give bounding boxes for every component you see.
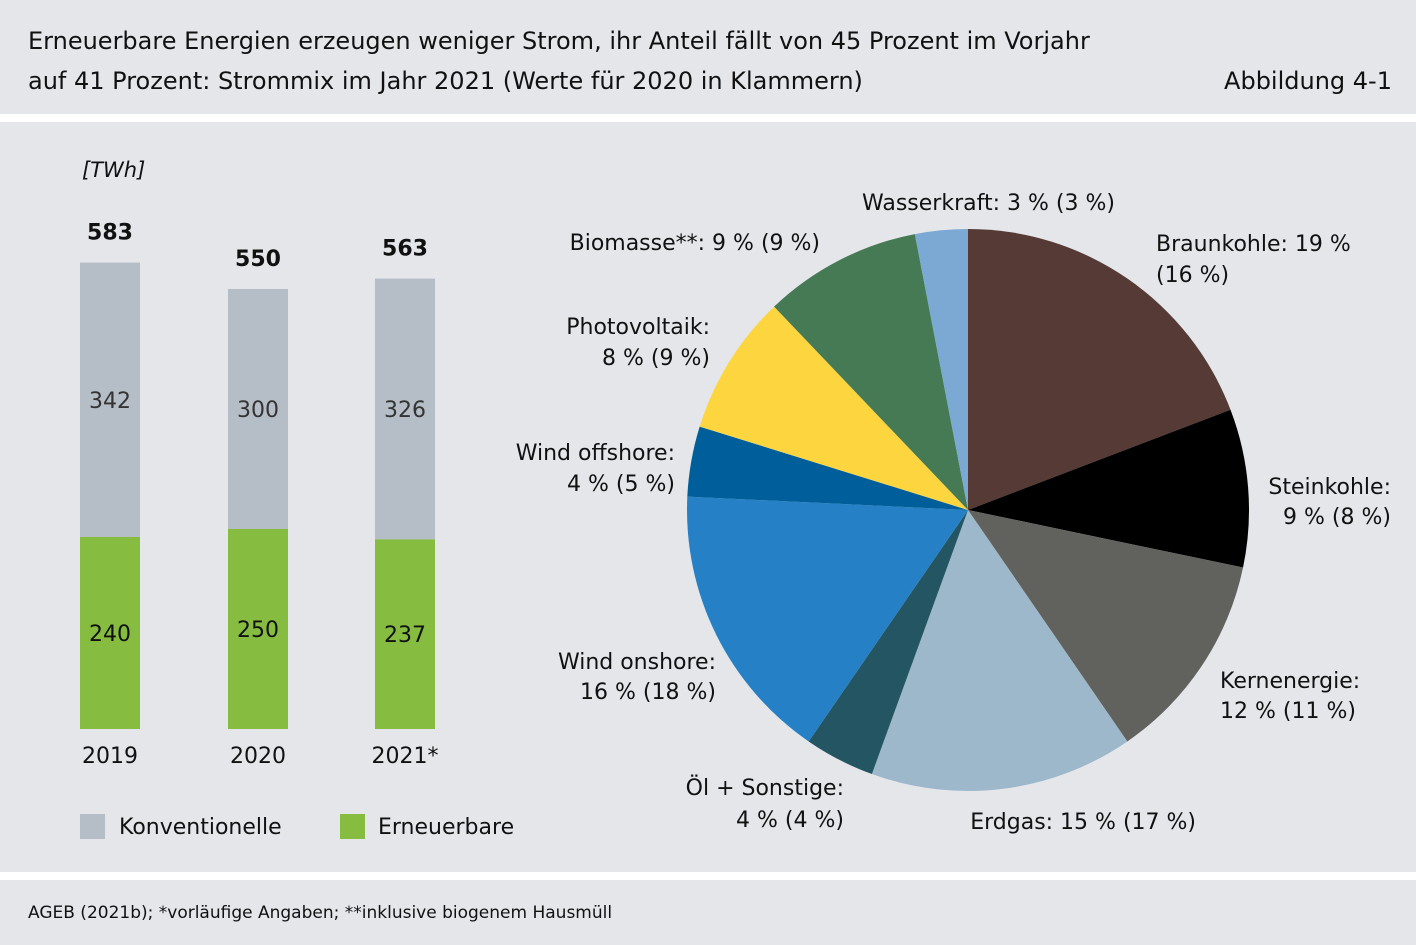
separator-bottom	[0, 872, 1416, 880]
header: Erneuerbare Energien erzeugen weniger St…	[0, 0, 1416, 112]
bar-total-label: 583	[87, 221, 133, 246]
pie-label: Photovoltaik:	[566, 315, 710, 340]
bar-total-label: 550	[235, 247, 281, 272]
x-tick-label: 2020	[230, 744, 286, 769]
pie-label-value: 9 % (8 %)	[1283, 505, 1391, 530]
pie-slice-wind-onshore	[687, 496, 968, 742]
pie-slice-photovoltaik	[699, 306, 968, 510]
pie-label: Wasserkraft: 3 % (3 %)	[862, 191, 1115, 216]
unit-label: [TWh]	[82, 158, 145, 182]
x-tick-label: 2019	[82, 744, 138, 769]
bar-value-konventionelle: 342	[89, 389, 131, 414]
pie-label-value: 12 % (11 %)	[1220, 699, 1356, 724]
pie-label-value: 8 % (9 %)	[602, 346, 710, 371]
pie-label: Kernenergie:	[1220, 669, 1360, 694]
bar-segment-konventionelle	[228, 289, 288, 529]
figure-label: Abbildung 4-1	[1224, 67, 1392, 95]
bar-segment-erneuerbare	[375, 539, 435, 729]
pie-label: Biomasse**: 9 % (9 %)	[570, 231, 820, 256]
legend-label-erneuerbare: Erneuerbare	[378, 815, 514, 840]
pie-slice-wasserkraft	[914, 229, 968, 510]
source-note: AGEB (2021b); *vorläufige Angaben; **ink…	[28, 903, 613, 923]
pie-label: Wind offshore:	[516, 441, 675, 466]
pie-label: Erdgas: 15 % (17 %)	[970, 810, 1196, 835]
pie-slice-wind-offshore	[687, 426, 968, 510]
pie-slice-braunkohle	[968, 229, 1231, 510]
bar-segment-erneuerbare	[80, 537, 140, 729]
pie-slice-biomasse	[774, 234, 968, 510]
bar-value-konventionelle: 300	[237, 398, 279, 423]
legend-swatch-erneuerbare	[340, 814, 365, 839]
bar-segment-konventionelle	[80, 262, 140, 537]
pie-slice--l-sonstige	[808, 510, 968, 775]
pie-label: Steinkohle:	[1268, 475, 1391, 500]
pie-label: Braunkohle: 19 %	[1156, 232, 1351, 257]
x-tick-label: 2021*	[372, 744, 439, 769]
pie-label: Öl + Sonstige:	[686, 775, 844, 801]
legend-swatch-konventionelle	[80, 814, 105, 839]
pie-label-value: (16 %)	[1156, 263, 1229, 288]
bar-total-label: 563	[382, 237, 428, 262]
bar-value-konventionelle: 326	[384, 398, 426, 423]
pie-label-value: 4 % (4 %)	[736, 808, 844, 833]
pie-label-value: 4 % (5 %)	[567, 472, 675, 497]
pie-slice-steinkohle	[968, 409, 1249, 568]
bar-segment-konventionelle	[375, 278, 435, 540]
pie-label: Wind onshore:	[558, 650, 716, 675]
pie-slice-kernenergie	[968, 510, 1244, 742]
bar-value-erneuerbare: 250	[237, 618, 279, 643]
pie-label-value: 16 % (18 %)	[580, 680, 716, 705]
legend-label-konventionelle: Konventionelle	[119, 815, 282, 840]
separator-top	[0, 114, 1416, 122]
bar-value-erneuerbare: 240	[89, 622, 131, 647]
chart-title-line-1: Erneuerbare Energien erzeugen weniger St…	[28, 27, 1090, 55]
pie-slice-erdgas	[871, 510, 1128, 791]
chart-title-line-2: auf 41 Prozent: Strommix im Jahr 2021 (W…	[28, 67, 863, 95]
bar-segment-erneuerbare	[228, 529, 288, 729]
bar-value-erneuerbare: 237	[384, 623, 426, 648]
